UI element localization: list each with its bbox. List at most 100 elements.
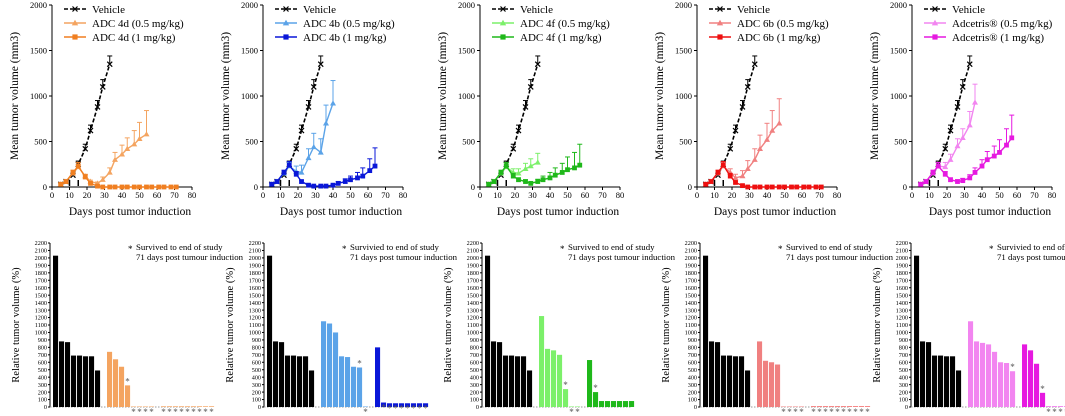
legend-marker [932, 34, 938, 40]
series-vehicle [57, 55, 113, 188]
data-point [789, 184, 794, 190]
y-tick-label: 1800 [896, 270, 908, 277]
bar [65, 342, 71, 407]
y-tick-label: 1500 [685, 292, 697, 299]
legend-marker [717, 34, 723, 40]
survivor-star: * [167, 407, 172, 416]
data-point [112, 156, 118, 162]
x-tick-label: 10 [276, 190, 285, 200]
data-point [947, 127, 954, 134]
y-tick-label: 0 [694, 404, 697, 411]
data-point [966, 61, 973, 68]
y-tick-label: 0 [43, 182, 47, 192]
data-point [527, 83, 534, 90]
bar [721, 355, 727, 407]
note-star: * [342, 244, 347, 254]
legend-marker [500, 34, 506, 40]
y-tick-label: 1800 [467, 270, 479, 277]
x-tick-label: 80 [616, 190, 625, 200]
survivor-star: * [829, 407, 834, 416]
bar [769, 362, 775, 407]
y-tick-label: 1000 [249, 330, 261, 337]
y-tick-label: 1700 [896, 277, 908, 284]
y-tick-label: 600 [252, 359, 261, 366]
y-tick-label: 1700 [35, 277, 47, 284]
y-tick-label: 1000 [685, 330, 697, 337]
survivor-star: * [575, 407, 580, 416]
x-tick-label: 80 [1048, 190, 1057, 200]
data-point [528, 180, 534, 186]
legend-entry: Vehicle [520, 4, 553, 16]
survivor-star: * [185, 407, 190, 416]
data-point [330, 100, 336, 106]
x-tick-label: 40 [118, 190, 127, 200]
bar [387, 403, 393, 407]
bar [611, 401, 617, 407]
survivor-star: * [569, 407, 574, 416]
data-point [572, 165, 577, 171]
data-point [299, 179, 304, 184]
bar-group-vehicle [53, 255, 101, 407]
data-point [522, 165, 529, 171]
y-tick-label: 500 [38, 367, 47, 374]
y-tick-label: 600 [899, 359, 908, 366]
series-line [488, 164, 581, 185]
note-line-1: Survivied to end of study [997, 242, 1065, 252]
bar [563, 389, 569, 407]
data-point [293, 171, 299, 177]
series-high-dose [269, 147, 378, 189]
bar-group-high-dose: * * * * * * * * * * [811, 406, 870, 416]
y-axis-label: Relative tumor volume (%) [661, 267, 672, 383]
x-tick-label: 10 [493, 190, 502, 200]
data-point [310, 83, 317, 90]
legend-marker [72, 6, 78, 12]
y-tick-label: 1100 [896, 322, 908, 329]
y-tick-label: 500 [252, 367, 261, 374]
x-tick-label: 0 [261, 190, 265, 200]
bar [847, 406, 853, 407]
legend-marker [499, 19, 507, 26]
y-tick-label: 800 [470, 345, 479, 352]
data-point [372, 163, 378, 169]
data-point [744, 83, 751, 90]
data-point [112, 184, 118, 190]
bar [191, 406, 197, 407]
y-tick-label: 1000 [890, 91, 907, 101]
line-chart-2: 0 500 1000 1500 2000 0 10 20 30 40 50 60 70 80 Days po… [220, 0, 407, 218]
y-tick-label: 1300 [896, 307, 908, 314]
y-tick-label: 700 [688, 352, 697, 359]
bar [381, 402, 387, 407]
y-tick-label: 1100 [35, 322, 47, 329]
x-axis-label: Days post tumor induction [69, 206, 192, 218]
data-point [330, 182, 336, 188]
y-tick-label: 1300 [35, 307, 47, 314]
legend-entry: Vehicle [303, 4, 336, 16]
bar [173, 406, 179, 407]
bar [119, 366, 125, 407]
data-point [954, 103, 961, 110]
bar-chart-3: 0100200300400500600700800900100011001200… [443, 240, 676, 416]
x-tick-label: 60 [153, 190, 162, 200]
bar [793, 406, 799, 407]
bar [303, 356, 309, 407]
data-point [298, 127, 305, 134]
survivor-star: * [197, 407, 202, 416]
series-low-dose [917, 83, 978, 187]
x-tick-label: 80 [399, 190, 408, 200]
data-point [732, 174, 739, 181]
data-point [527, 163, 534, 169]
legend: Vehicle ADC 4f (0.5 mg/kg) ADC 4f (1 mg/kg… [492, 4, 610, 44]
survivor-star: * [161, 407, 166, 416]
data-point [948, 177, 953, 183]
survivor-star: * [137, 407, 142, 416]
legend: Vehicle ADC 4b (0.5 mg/kg) ADC 4b (1 mg/kg… [275, 4, 395, 44]
y-tick-label: 600 [38, 359, 47, 366]
data-point [491, 179, 497, 184]
y-tick-label: 2100 [467, 248, 479, 255]
y-tick-label: 2200 [685, 240, 697, 247]
y-tick-label: 1100 [685, 322, 697, 329]
survivor-star: * [835, 407, 840, 416]
data-point [298, 169, 305, 175]
bar [575, 406, 581, 407]
bar [1022, 344, 1028, 407]
